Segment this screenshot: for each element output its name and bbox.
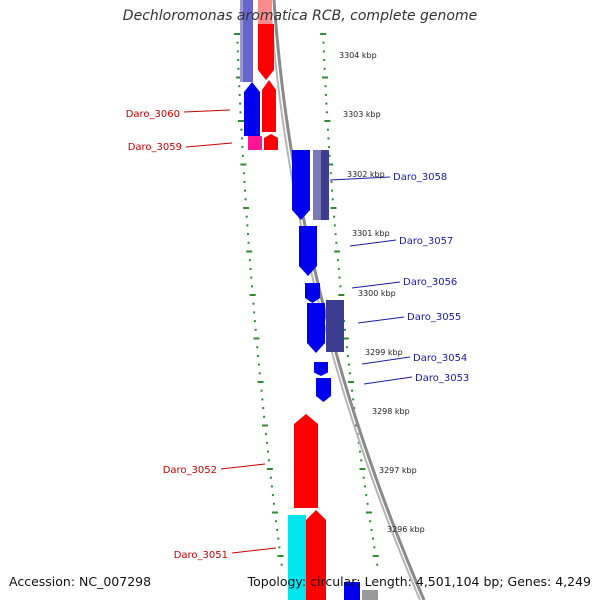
ruler-label: 3303 kbp: [343, 110, 381, 119]
gene-blocks-lavender-inner: [243, 0, 253, 82]
label-leader-left: [183, 109, 231, 113]
ruler-label: 3304 kbp: [339, 51, 377, 60]
gene-daro-3056: [305, 283, 320, 303]
label-leader-right: [349, 239, 397, 247]
backbone-line-outer: [272, 0, 426, 601]
gene-daro-3053: [316, 378, 331, 402]
ruler-label: 3300 kbp: [358, 289, 396, 298]
label-leader-right: [351, 281, 401, 289]
gene-bottom-grey: [362, 590, 378, 600]
ruler-label: 3301 kbp: [352, 229, 390, 238]
label-leader-left: [220, 463, 266, 470]
ruler-label: 3299 kbp: [365, 348, 403, 357]
ruler-label: 3297 kbp: [379, 466, 417, 475]
kbp-ruler: 3304 kbp 3303 kbp 3302 kbp 3301 kbp 3300 kbp…: [339, 51, 425, 534]
gene-label-right: Daro_3054: [413, 353, 467, 364]
ruler-label: 3296 kbp: [387, 525, 425, 534]
gene-daro-3057: [299, 226, 317, 276]
gene-labels: Daro_3060 Daro_3059 Daro_3052 Daro_3051 Daro…: [126, 109, 470, 561]
gene-label-right: Daro_3055: [407, 312, 461, 323]
gene-red-upper: [262, 80, 276, 132]
label-leader-left: [231, 547, 277, 554]
gene-red-small: [264, 134, 278, 150]
gene-daro-3055-a: [307, 303, 325, 353]
gene-features: [240, 0, 378, 600]
backbone-line-inner: [269, 0, 421, 601]
gene-daro-3051-cyan: [288, 515, 306, 600]
gene-label-left: Daro_3060: [126, 109, 180, 120]
genome-backbone: [269, 0, 426, 601]
gene-daro-3054: [314, 362, 328, 376]
gene-label-right: Daro_3057: [399, 236, 453, 247]
map-title: Dechloromonas aromatica RCB, complete ge…: [122, 8, 478, 24]
gene-label-left: Daro_3059: [128, 142, 182, 153]
label-leader-right: [361, 356, 411, 365]
inner-dotted-ring: [234, 33, 284, 566]
label-leader-right: [363, 376, 413, 385]
gene-label-right: Daro_3058: [393, 172, 447, 183]
gene-daro-3060: [244, 82, 260, 136]
label-leader-lines: [183, 109, 413, 554]
gene-daro-3052: [294, 414, 318, 508]
gene-daro-3058-a: [292, 150, 310, 220]
label-leader-right: [357, 316, 405, 324]
label-leader-left: [185, 142, 233, 148]
topology-text: Topology: circular; Length: 4,501,104 bp…: [247, 574, 591, 589]
gene-daro-3055-b: [326, 300, 344, 352]
accession-text: Accession: NC_007298: [9, 574, 152, 589]
gene-label-right: Daro_3056: [403, 277, 457, 288]
gene-daro-3059: [248, 136, 262, 150]
gene-label-right: Daro_3053: [415, 373, 469, 384]
ruler-label: 3302 kbp: [347, 170, 385, 179]
ruler-label: 3298 kbp: [372, 407, 410, 416]
gene-label-left: Daro_3052: [163, 465, 217, 476]
gene-red-top: [258, 24, 274, 80]
gene-bottom-blue: [344, 582, 360, 600]
gene-daro-3058-c: [321, 150, 329, 220]
label-leader-right: [329, 176, 391, 181]
gene-daro-3051: [306, 510, 326, 600]
gene-label-left: Daro_3051: [174, 550, 228, 561]
